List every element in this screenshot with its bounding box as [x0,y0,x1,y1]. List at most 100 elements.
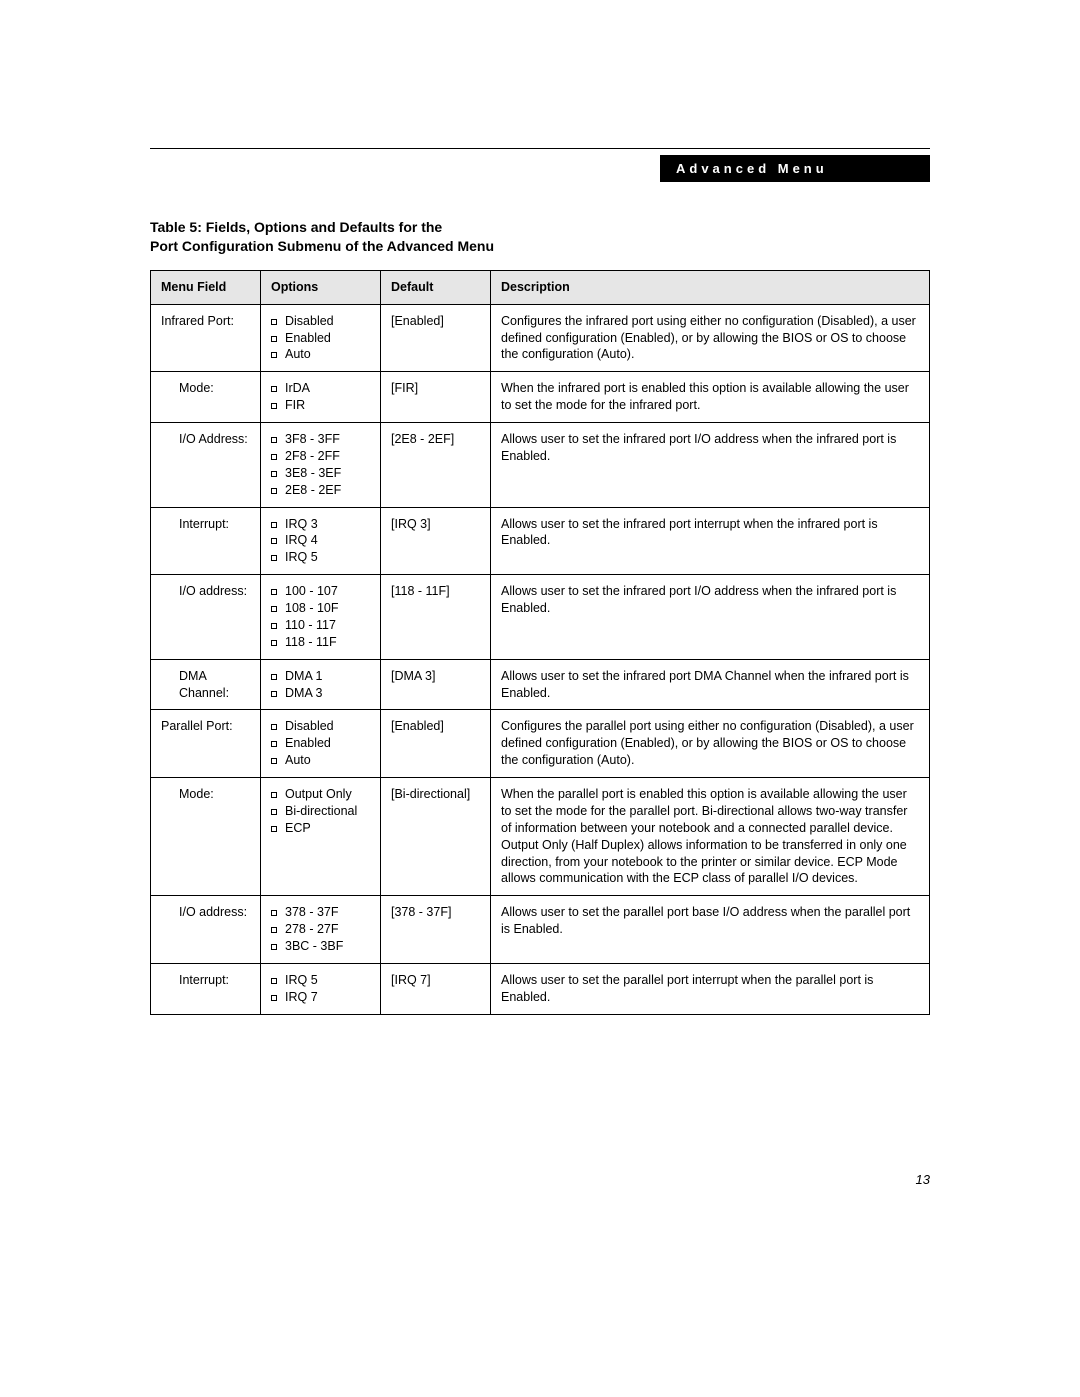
table-title-line1: Table 5: Fields, Options and Defaults fo… [150,219,442,235]
page-number: 13 [916,1172,930,1187]
table-header-row: Menu Field Options Default Description [151,270,930,304]
options-list: IrDAFIR [271,380,370,414]
table-row: Mode: IrDAFIR [FIR]When the infrared port … [151,372,930,423]
option-item: DMA 3 [271,685,370,702]
default-cell: [118 - 11F] [381,575,491,660]
field-cell: I/O Address: [151,423,261,508]
option-item: 2E8 - 2EF [271,482,370,499]
options-list: 378 - 37F278 - 27F3BC - 3BF [271,904,370,955]
options-cell: DisabledEnabledAuto [261,304,381,372]
table-row: Interrupt:IRQ 3IRQ 4IRQ 5[IRQ 3]Allows u… [151,507,930,575]
default-cell: [IRQ 3] [381,507,491,575]
config-table: Menu Field Options Default Description I… [150,270,930,1015]
description-cell: Allows user to set the parallel port bas… [491,896,930,964]
option-item: Output Only [271,786,370,803]
option-item: ECP [271,820,370,837]
field-cell: Infrared Port: [151,304,261,372]
description-cell: When the parallel port is enabled this o… [491,778,930,896]
options-cell: IrDAFIR [261,372,381,423]
field-cell: Interrupt: [151,963,261,1014]
option-item: Enabled [271,735,370,752]
top-rule [150,148,930,149]
option-item: 278 - 27F [271,921,370,938]
option-item: Enabled [271,330,370,347]
default-cell: [2E8 - 2EF] [381,423,491,508]
option-item: 3BC - 3BF [271,938,370,955]
field-cell: I/O address: [151,896,261,964]
option-item: 100 - 107 [271,583,370,600]
option-item: Disabled [271,313,370,330]
description-cell: Allows user to set the parallel port int… [491,963,930,1014]
description-cell: Allows user to set the infrared port DMA… [491,659,930,710]
default-cell: [Bi-directional] [381,778,491,896]
default-cell: [FIR] [381,372,491,423]
options-cell: 100 - 107108 - 10F110 - 117118 - 11F [261,575,381,660]
table-row: Infrared Port:DisabledEnabledAuto[Enable… [151,304,930,372]
option-item: 378 - 37F [271,904,370,921]
table-title-line2: Port Configuration Submenu of the Advanc… [150,238,494,254]
option-item: Bi-directional [271,803,370,820]
table-row: I/O Address:3F8 - 3FF2F8 - 2FF3E8 - 3EF2… [151,423,930,508]
option-item: IRQ 5 [271,549,370,566]
description-cell: Allows user to set the infrared port int… [491,507,930,575]
option-item: Auto [271,346,370,363]
option-item: IrDA [271,380,370,397]
field-cell: Parallel Port: [151,710,261,778]
section-header-label: Advanced Menu [676,161,828,176]
option-item: IRQ 4 [271,532,370,549]
description-cell: Configures the infrared port using eithe… [491,304,930,372]
option-item: IRQ 5 [271,972,370,989]
table-row: Parallel Port:DisabledEnabledAuto[Enable… [151,710,930,778]
table-body: Infrared Port:DisabledEnabledAuto[Enable… [151,304,930,1014]
field-cell: Mode: [151,778,261,896]
options-list: 3F8 - 3FF2F8 - 2FF3E8 - 3EF2E8 - 2EF [271,431,370,499]
col-header-field: Menu Field [151,270,261,304]
option-item: IRQ 3 [271,516,370,533]
options-cell: DMA 1DMA 3 [261,659,381,710]
options-list: DMA 1DMA 3 [271,668,370,702]
default-cell: [Enabled] [381,304,491,372]
description-cell: Configures the parallel port using eithe… [491,710,930,778]
description-cell: When the infrared port is enabled this o… [491,372,930,423]
options-cell: 3F8 - 3FF2F8 - 2FF3E8 - 3EF2E8 - 2EF [261,423,381,508]
field-cell: DMA Channel: [151,659,261,710]
header-row: Advanced Menu [150,155,930,182]
option-item: 108 - 10F [271,600,370,617]
option-item: 118 - 11F [271,634,370,651]
options-list: IRQ 5IRQ 7 [271,972,370,1006]
options-list: Output OnlyBi-directionalECP [271,786,370,837]
col-header-default: Default [381,270,491,304]
table-row: I/O address:378 - 37F278 - 27F3BC - 3BF[… [151,896,930,964]
options-list: 100 - 107108 - 10F110 - 117118 - 11F [271,583,370,651]
default-cell: [DMA 3] [381,659,491,710]
options-list: IRQ 3IRQ 4IRQ 5 [271,516,370,567]
description-cell: Allows user to set the infrared port I/O… [491,575,930,660]
option-item: 110 - 117 [271,617,370,634]
table-row: Interrupt: IRQ 5IRQ 7 [IRQ 7]Allows user t… [151,963,930,1014]
options-cell: 378 - 37F278 - 27F3BC - 3BF [261,896,381,964]
table-title: Table 5: Fields, Options and Defaults fo… [150,218,930,256]
option-item: 3E8 - 3EF [271,465,370,482]
field-cell: Mode: [151,372,261,423]
options-cell: Output OnlyBi-directionalECP [261,778,381,896]
default-cell: [IRQ 7] [381,963,491,1014]
options-list: DisabledEnabledAuto [271,313,370,364]
options-cell: DisabledEnabledAuto [261,710,381,778]
option-item: Disabled [271,718,370,735]
option-item: Auto [271,752,370,769]
options-list: DisabledEnabledAuto [271,718,370,769]
option-item: FIR [271,397,370,414]
option-item: 2F8 - 2FF [271,448,370,465]
page: Advanced Menu Table 5: Fields, Options a… [0,0,1080,1397]
table-row: I/O address:100 - 107108 - 10F110 - 1171… [151,575,930,660]
section-header: Advanced Menu [660,155,930,182]
col-header-options: Options [261,270,381,304]
description-cell: Allows user to set the infrared port I/O… [491,423,930,508]
field-cell: Interrupt: [151,507,261,575]
field-cell: I/O address: [151,575,261,660]
option-item: 3F8 - 3FF [271,431,370,448]
option-item: DMA 1 [271,668,370,685]
default-cell: [Enabled] [381,710,491,778]
option-item: IRQ 7 [271,989,370,1006]
options-cell: IRQ 3IRQ 4IRQ 5 [261,507,381,575]
